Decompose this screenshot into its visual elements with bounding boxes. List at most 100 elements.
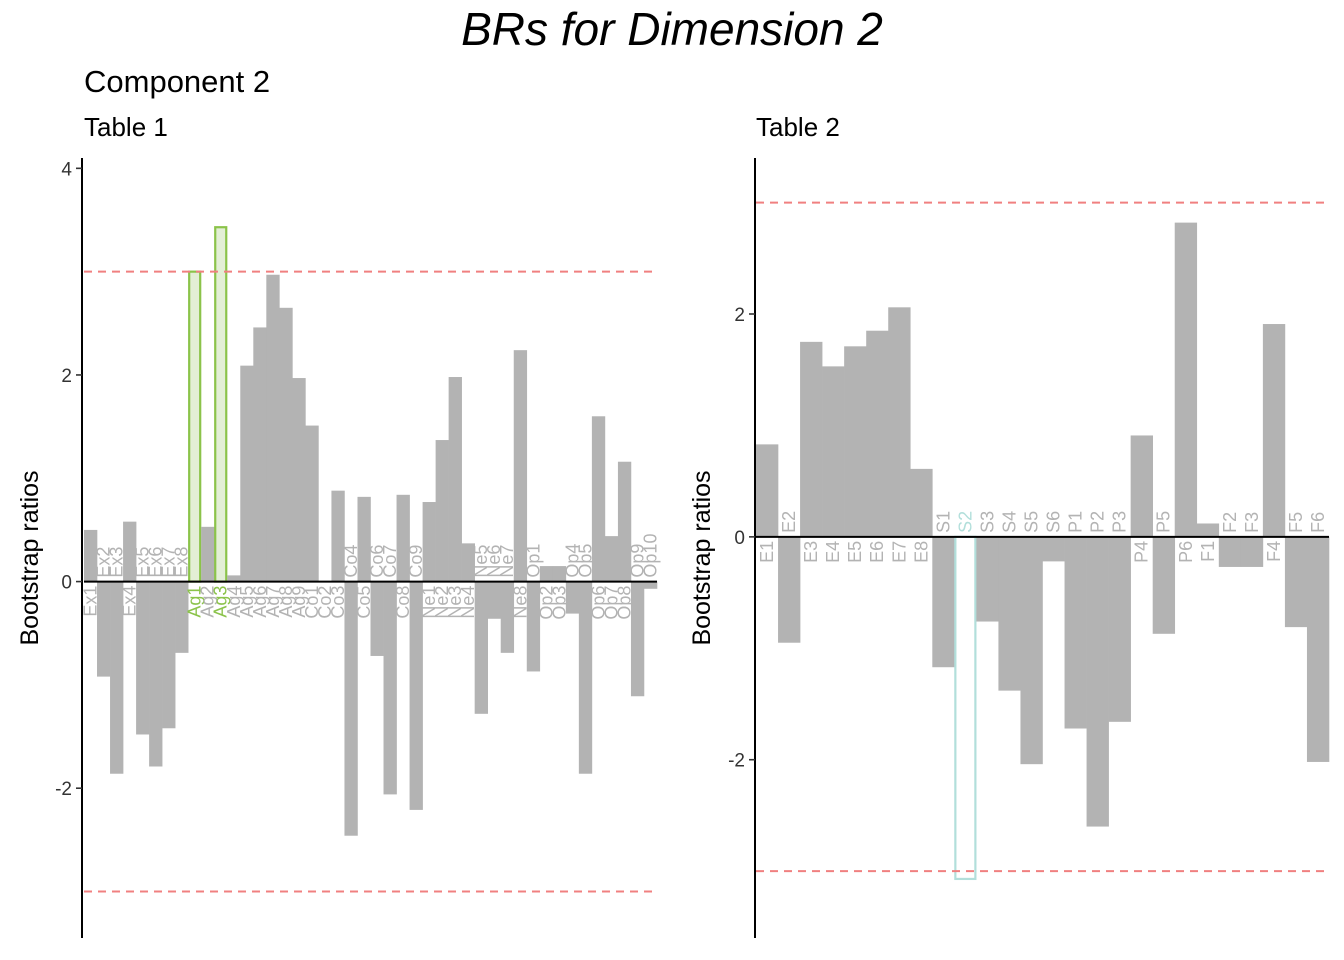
bar-label-co6: Co6	[367, 545, 387, 578]
bar-label-ex4: Ex4	[120, 586, 140, 617]
bar-p1	[1064, 536, 1087, 729]
y-axis-title: Bootstrap ratios	[688, 470, 716, 645]
bar-ne3	[448, 377, 462, 582]
bar-ag6	[253, 327, 267, 582]
bar-ag9	[292, 378, 306, 582]
bar-p2	[1086, 536, 1109, 827]
bar-f2	[1218, 536, 1242, 567]
bar-label-co9: Co9	[406, 545, 426, 578]
bar-label-ag8: Ag8	[276, 586, 296, 618]
bar-label-f2: F2	[1220, 512, 1240, 533]
bar-label-ne6: Ne6	[484, 545, 504, 578]
bar-label-op6: Op6	[588, 586, 608, 620]
bar-label-ag3: Ag3	[211, 586, 231, 618]
bar-label-op7: Op7	[601, 586, 621, 620]
y-tick-label: 0	[61, 573, 72, 594]
bar-label-co7: Co7	[380, 545, 400, 578]
bar-op2	[539, 566, 554, 582]
bar-ex1	[84, 529, 98, 582]
bar-op6	[591, 416, 606, 582]
bar-p3	[1108, 536, 1131, 722]
bar-op3	[552, 566, 567, 582]
bar-e5	[844, 346, 867, 537]
bar-f1	[1196, 523, 1220, 537]
bar-label-ex5: Ex5	[133, 547, 153, 578]
bar-label-co5: Co5	[354, 586, 374, 619]
bar-label-f3: F3	[1242, 512, 1262, 533]
bar-s4	[998, 536, 1021, 691]
bar-s6	[1042, 536, 1065, 562]
bar-ex3	[110, 581, 124, 774]
bar-label-ne7: Ne7	[497, 545, 517, 578]
y-tick-label: 4	[61, 159, 72, 180]
panel-title-table-2: Table 2	[756, 112, 840, 142]
bar-op5	[578, 581, 593, 774]
bar-label-s5: S5	[1021, 511, 1041, 533]
panel-title-table-1: Table 1	[84, 112, 168, 142]
bar-co8	[396, 494, 410, 582]
bar-label-e1: E1	[757, 541, 777, 563]
y-tick-label: 0	[734, 528, 745, 549]
bar-label-op1: Op1	[523, 544, 543, 578]
bar-label-s3: S3	[977, 511, 997, 533]
bar-label-ag1: Ag1	[185, 586, 205, 618]
bar-label-ag5: Ag5	[237, 586, 257, 618]
bar-ex4	[123, 521, 137, 582]
bar-label-p2: P2	[1088, 511, 1108, 533]
bar-p5	[1152, 536, 1176, 634]
bar-label-ne2: Ne2	[432, 586, 452, 619]
bar-p6	[1174, 222, 1198, 537]
bar-op10	[643, 581, 658, 589]
y-tick-label: -2	[55, 779, 72, 800]
bar-label-op4: Op4	[562, 544, 582, 578]
bar-label-ag2: Ag2	[198, 586, 218, 618]
bar-ex7	[162, 581, 176, 729]
chart-subtitle: Component 2	[84, 64, 271, 99]
bar-label-ne3: Ne3	[445, 586, 465, 619]
bar-s5	[1020, 536, 1043, 765]
bar-label-co2: Co2	[315, 586, 335, 619]
bar-label-e2: E2	[779, 511, 799, 533]
bar-label-ne4: Ne4	[458, 586, 478, 619]
bar-label-s6: S6	[1044, 511, 1064, 533]
bar-ex6	[149, 581, 163, 767]
bar-label-ne5: Ne5	[471, 545, 491, 578]
bar-label-op8: Op8	[614, 586, 634, 620]
bar-label-co1: Co1	[302, 586, 322, 619]
bar-e7	[888, 307, 911, 537]
bar-op1	[526, 581, 541, 672]
bar-ag8	[279, 307, 293, 582]
bar-label-ex8: Ex8	[172, 547, 192, 578]
bar-ag1	[188, 270, 202, 583]
bar-ex8	[175, 581, 189, 653]
bar-label-p5: P5	[1154, 511, 1174, 533]
bar-ag2	[201, 526, 215, 582]
bar-label-s1: S1	[933, 511, 953, 533]
bar-label-f1: F1	[1198, 541, 1218, 562]
bar-ne5	[474, 581, 489, 714]
bar-label-p4: P4	[1132, 541, 1152, 563]
bar-co6	[370, 581, 384, 656]
bar-label-p1: P1	[1066, 511, 1086, 533]
bar-e8	[910, 468, 933, 537]
bar-label-op5: Op5	[575, 544, 595, 578]
bar-ag5	[240, 365, 254, 582]
bar-label-s4: S4	[999, 511, 1019, 533]
bar-label-p3: P3	[1110, 511, 1130, 533]
bar-ex5	[136, 581, 150, 735]
bar-op7	[604, 536, 619, 582]
bar-label-ex3: Ex3	[107, 547, 127, 578]
bar-label-ex7: Ex7	[159, 547, 179, 578]
bar-label-ex1: Ex1	[81, 586, 101, 617]
bar-co7	[383, 581, 397, 795]
bar-label-f5: F5	[1286, 512, 1306, 533]
bar-ne8	[513, 350, 528, 582]
bar-p4	[1130, 435, 1153, 537]
chart-main-title: BRs for Dimension 2	[461, 3, 883, 55]
bar-op8	[617, 461, 632, 582]
bar-label-e4: E4	[823, 541, 843, 563]
bar-label-ne8: Ne8	[510, 586, 530, 619]
panel-table-1: Ex1Ex2Ex3Ex4Ex5Ex6Ex7Ex8Ag1Ag2Ag3Ag4Ag5A…	[16, 158, 660, 938]
